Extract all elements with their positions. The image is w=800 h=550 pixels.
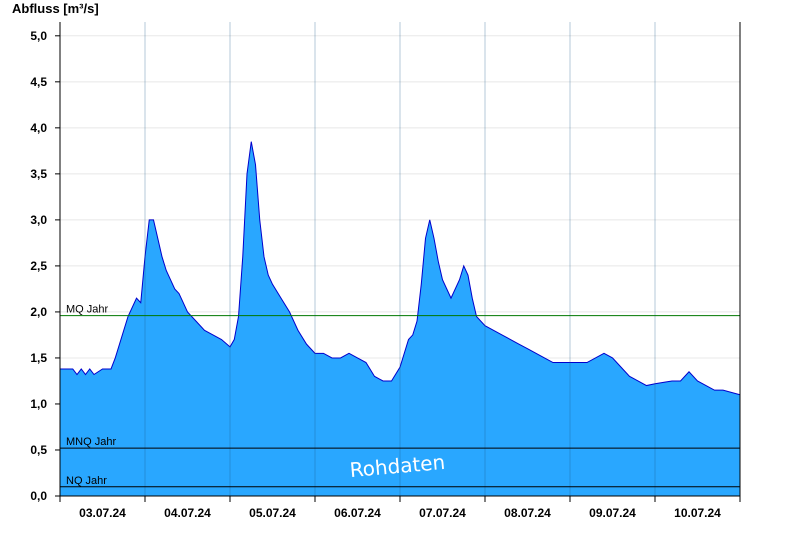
x-tick-label-7: 10.07.24 [674, 506, 721, 520]
reference-lines: MQ Jahr MNQ Jahr NQ Jahr [60, 304, 740, 488]
y-tick-label-4: 2,0 [30, 305, 47, 319]
area-layer [60, 22, 741, 496]
y-tick-label-3: 1,5 [30, 351, 47, 365]
axes [55, 22, 741, 502]
x-tick-label-3: 06.07.24 [334, 506, 381, 520]
y-tick-label-8: 4,0 [30, 121, 47, 135]
ref-label-1: MNQ Jahr [66, 436, 116, 448]
y-tick-label-7: 3,5 [30, 167, 47, 181]
x-tick-label-1: 04.07.24 [164, 506, 211, 520]
x-tick-label-6: 09.07.24 [589, 506, 636, 520]
x-tick-label-4: 07.07.24 [419, 506, 466, 520]
x-tick-label-5: 08.07.24 [504, 506, 551, 520]
y-tick-label-5: 2,5 [30, 259, 47, 273]
ref-label-0: MQ Jahr [66, 304, 109, 316]
y-tick-label-9: 4,5 [30, 75, 47, 89]
y-tick-label-10: 5,0 [30, 29, 47, 43]
ref-label-2: NQ Jahr [66, 475, 107, 487]
y-axis-title: Abfluss [m³/s] [12, 1, 99, 16]
x-tick-label-2: 05.07.24 [249, 506, 296, 520]
y-tick-label-0: 0,0 [30, 489, 47, 503]
y-tick-label-2: 1,0 [30, 397, 47, 411]
y-tick-label-1: 0,5 [30, 443, 47, 457]
series-line [60, 141, 741, 396]
y-tick-label-6: 3,0 [30, 213, 47, 227]
x-tick-label-0: 03.07.24 [79, 506, 126, 520]
